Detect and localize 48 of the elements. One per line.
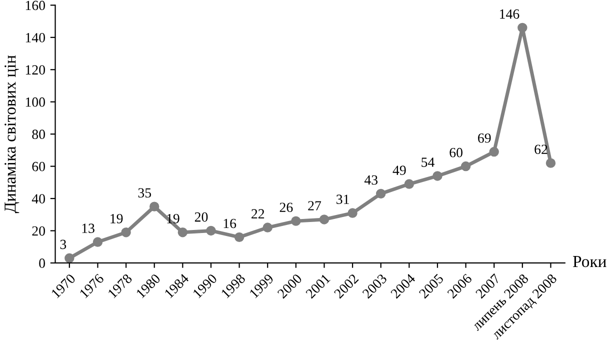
- data-label: 54: [422, 158, 434, 167]
- point: [206, 226, 216, 236]
- point: [234, 232, 244, 242]
- point: [376, 188, 386, 199]
- data-label: 35: [138, 188, 152, 198]
- data-label: 62: [534, 144, 548, 154]
- point: [262, 222, 272, 232]
- y-axis-title: Динаміка світових цін: [4, 55, 20, 214]
- y-tick-label: 60: [32, 162, 46, 172]
- y-tick-label: 160: [26, 0, 46, 10]
- data-label: 60: [450, 148, 462, 158]
- point: [518, 22, 528, 33]
- point: [348, 208, 358, 218]
- data-label: 19: [110, 214, 123, 224]
- point: [64, 253, 74, 263]
- x-tick-label: 1990: [192, 273, 218, 298]
- y-tick-label: 0: [39, 258, 46, 268]
- point: [404, 179, 414, 189]
- data-label: 16: [224, 218, 236, 228]
- data-label: 43: [364, 175, 378, 185]
- point: [319, 214, 330, 224]
- data-label: 13: [82, 224, 94, 233]
- point: [291, 216, 301, 226]
- point: [460, 161, 471, 172]
- data-label: 19: [167, 214, 180, 224]
- point: [489, 146, 499, 157]
- data-label: 26: [280, 202, 293, 212]
- data-label: 49: [392, 166, 406, 175]
- point: [121, 227, 131, 238]
- data-label: 27: [308, 201, 322, 210]
- y-tick-label: 80: [32, 130, 46, 140]
- point: [432, 171, 442, 181]
- y-tick-label: 40: [32, 194, 46, 204]
- x-axis-title: Роки: [573, 256, 606, 268]
- point: [546, 158, 556, 168]
- data-label: 31: [336, 194, 349, 204]
- y-tick-label: 120: [26, 65, 46, 75]
- point: [149, 202, 160, 212]
- data-label: 22: [252, 209, 264, 218]
- point: [178, 227, 188, 238]
- data-label: 146: [500, 9, 520, 19]
- y-tick-label: 140: [26, 32, 46, 42]
- y-tick-label: 20: [32, 226, 46, 236]
- data-label: 69: [478, 133, 491, 143]
- y-tick-label: 100: [26, 97, 46, 107]
- point: [92, 237, 103, 247]
- data-label: 20: [194, 212, 208, 222]
- data-label: 3: [60, 240, 66, 250]
